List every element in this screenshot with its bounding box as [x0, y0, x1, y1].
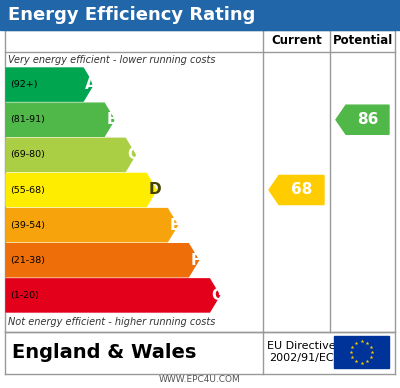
Polygon shape — [269, 175, 324, 204]
Text: Energy Efficiency Rating: Energy Efficiency Rating — [8, 6, 255, 24]
Text: (39-54): (39-54) — [10, 221, 45, 230]
Text: (55-68): (55-68) — [10, 185, 45, 194]
Polygon shape — [6, 68, 93, 101]
Bar — [5, 30, 395, 332]
Text: D: D — [148, 182, 161, 197]
Text: F: F — [190, 253, 201, 268]
Text: 86: 86 — [357, 112, 378, 127]
Polygon shape — [6, 244, 198, 277]
Text: Not energy efficient - higher running costs: Not energy efficient - higher running co… — [8, 317, 215, 327]
Text: B: B — [106, 112, 118, 127]
Text: EU Directive: EU Directive — [267, 341, 336, 351]
Polygon shape — [6, 173, 156, 206]
Text: (69-80): (69-80) — [10, 151, 45, 159]
Text: Potential: Potential — [332, 35, 393, 47]
Text: A: A — [85, 77, 97, 92]
Text: E: E — [170, 218, 180, 233]
Text: (1-20): (1-20) — [10, 291, 39, 300]
Text: G: G — [212, 288, 224, 303]
Polygon shape — [336, 105, 389, 134]
Text: (81-91): (81-91) — [10, 115, 45, 124]
Text: WWW.EPC4U.COM: WWW.EPC4U.COM — [159, 376, 241, 385]
Polygon shape — [6, 209, 178, 242]
Text: C: C — [127, 147, 138, 162]
Bar — [334, 336, 389, 368]
Text: (21-38): (21-38) — [10, 256, 45, 265]
Text: England & Wales: England & Wales — [12, 343, 196, 362]
Bar — [0, 0, 400, 30]
Polygon shape — [6, 103, 114, 136]
Polygon shape — [6, 279, 220, 312]
Polygon shape — [6, 138, 135, 171]
Text: 2002/91/EC: 2002/91/EC — [269, 353, 334, 363]
Text: Current: Current — [271, 35, 322, 47]
Text: (92+): (92+) — [10, 80, 38, 89]
Text: 68: 68 — [291, 182, 312, 197]
Text: Very energy efficient - lower running costs: Very energy efficient - lower running co… — [8, 55, 216, 65]
